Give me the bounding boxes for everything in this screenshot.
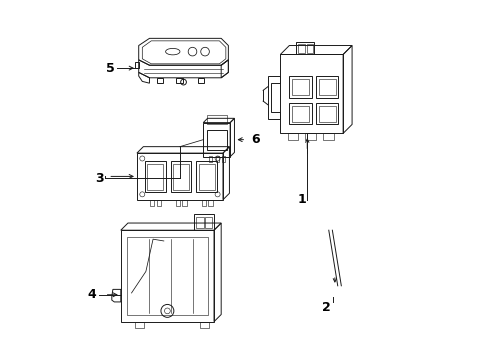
Text: 6: 6 <box>251 133 260 146</box>
Text: 5: 5 <box>105 62 114 75</box>
Bar <box>137 153 223 200</box>
Bar <box>208 156 212 162</box>
Bar <box>156 78 163 83</box>
Bar <box>297 44 305 53</box>
Bar <box>135 321 144 328</box>
Bar <box>222 156 225 162</box>
Bar <box>150 200 154 206</box>
Bar <box>198 163 215 190</box>
Bar <box>176 78 183 83</box>
Bar <box>144 161 165 192</box>
Bar <box>206 115 226 124</box>
Bar <box>215 156 219 162</box>
Bar <box>280 54 343 134</box>
Text: 4: 4 <box>87 288 96 301</box>
Bar <box>194 214 214 230</box>
Bar <box>196 217 203 228</box>
Bar <box>203 123 230 157</box>
Bar <box>316 103 338 125</box>
Bar <box>323 134 333 140</box>
Bar <box>147 163 163 190</box>
Bar <box>176 200 180 206</box>
Text: 3: 3 <box>95 172 103 185</box>
Bar <box>202 200 206 206</box>
Bar <box>287 134 298 140</box>
Bar <box>292 106 308 122</box>
Bar <box>316 76 338 98</box>
Bar <box>172 163 189 190</box>
Bar <box>196 161 217 192</box>
Text: 2: 2 <box>321 301 330 314</box>
Bar <box>319 79 335 95</box>
Bar <box>135 62 139 68</box>
Bar <box>170 161 191 192</box>
Bar <box>156 200 161 206</box>
Bar <box>289 103 311 125</box>
Bar <box>199 321 208 328</box>
Bar <box>289 76 311 98</box>
Bar <box>208 200 212 206</box>
Bar <box>127 237 207 315</box>
Bar <box>306 44 313 53</box>
Bar <box>206 130 226 149</box>
Bar <box>198 78 204 83</box>
Bar <box>292 79 308 95</box>
Bar <box>182 200 186 206</box>
Bar <box>305 134 316 140</box>
Text: 1: 1 <box>297 193 305 206</box>
Bar <box>121 230 214 321</box>
Bar <box>296 42 314 54</box>
Bar <box>319 106 335 122</box>
Bar <box>204 217 211 228</box>
